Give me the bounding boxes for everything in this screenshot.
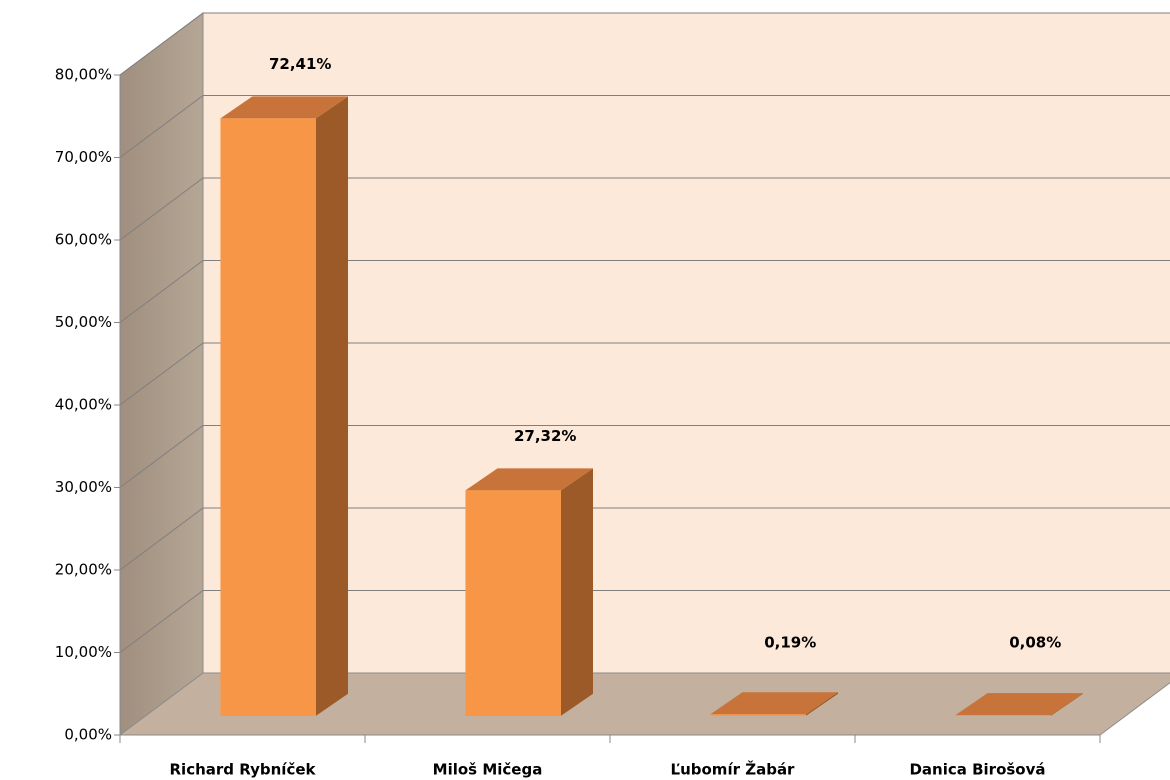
bar [955, 715, 1052, 716]
data-label: 27,32% [514, 427, 576, 445]
x-tick-label: Richard Rybníček [170, 761, 317, 779]
grid-line [119, 260, 204, 323]
bar-top [465, 468, 594, 491]
bar-top [955, 693, 1084, 716]
data-label: 0,19% [764, 634, 816, 652]
bar [710, 714, 807, 716]
bar-side [1051, 693, 1084, 716]
bar-top [220, 96, 349, 119]
grid-line [119, 12, 204, 76]
y-tick-label: 20,00% [55, 561, 112, 579]
x-tick-label: Miloš Mičega [433, 761, 543, 779]
y-tick-label: 10,00% [55, 643, 112, 661]
y-tick-label: 50,00% [55, 313, 112, 331]
bar-side [561, 468, 594, 716]
data-label: 72,41% [269, 55, 331, 73]
bar [465, 490, 562, 716]
y-tick-label: 60,00% [55, 231, 112, 249]
y-tick-label: 70,00% [55, 148, 112, 166]
bar-side [316, 96, 349, 716]
grid-line [119, 425, 204, 488]
grid-line [119, 507, 204, 571]
y-tick-label: 40,00% [55, 396, 112, 414]
y-tick-label: 0,00% [64, 726, 112, 744]
data-label: 0,08% [1009, 634, 1061, 652]
bar-side [806, 692, 839, 716]
x-tick-label: Danica Birošová [909, 761, 1045, 779]
x-tick-label: Ľubomír Žabár [671, 760, 796, 779]
y-tick-label: 80,00% [55, 66, 112, 84]
grid-line [119, 177, 204, 241]
grid-line [119, 342, 204, 406]
grid-line [119, 95, 204, 158]
bar-top [710, 692, 839, 715]
bar [220, 118, 317, 716]
y-tick-label: 30,00% [55, 478, 112, 496]
grid-line [119, 590, 204, 653]
